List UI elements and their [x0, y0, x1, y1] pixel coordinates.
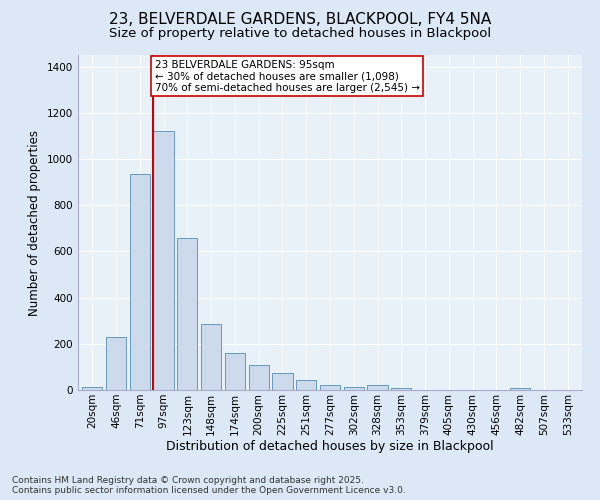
Bar [130, 174, 150, 390]
Bar [367, 386, 388, 390]
Bar [106, 338, 126, 390]
Bar [510, 388, 530, 390]
Bar [201, 324, 221, 390]
Bar [344, 387, 364, 390]
Bar [272, 373, 293, 390]
Bar [296, 380, 316, 390]
Bar [248, 365, 269, 390]
X-axis label: Distribution of detached houses by size in Blackpool: Distribution of detached houses by size … [166, 440, 494, 454]
Bar [391, 388, 412, 390]
Text: 23 BELVERDALE GARDENS: 95sqm
← 30% of detached houses are smaller (1,098)
70% of: 23 BELVERDALE GARDENS: 95sqm ← 30% of de… [155, 60, 419, 93]
Text: Contains HM Land Registry data © Crown copyright and database right 2025.
Contai: Contains HM Land Registry data © Crown c… [12, 476, 406, 495]
Bar [225, 353, 245, 390]
Bar [320, 386, 340, 390]
Bar [82, 386, 103, 390]
Bar [154, 131, 173, 390]
Text: Size of property relative to detached houses in Blackpool: Size of property relative to detached ho… [109, 28, 491, 40]
Bar [177, 238, 197, 390]
Text: 23, BELVERDALE GARDENS, BLACKPOOL, FY4 5NA: 23, BELVERDALE GARDENS, BLACKPOOL, FY4 5… [109, 12, 491, 28]
Y-axis label: Number of detached properties: Number of detached properties [28, 130, 41, 316]
